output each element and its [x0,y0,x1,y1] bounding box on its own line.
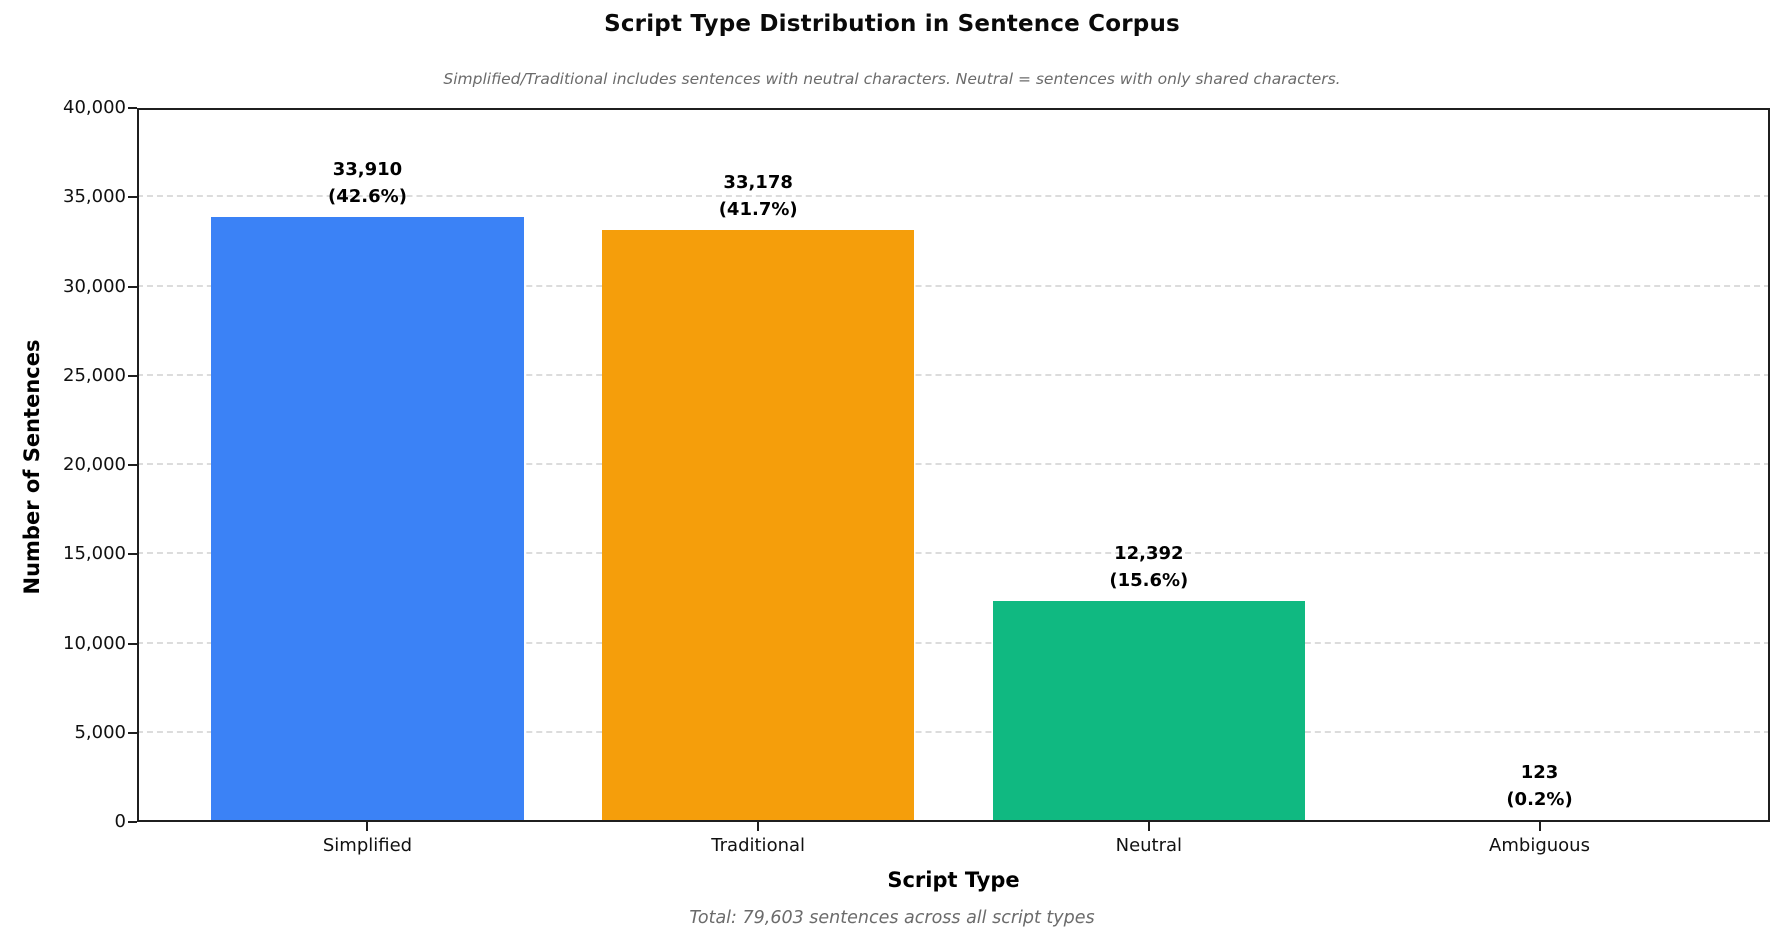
x-tick-mark [366,822,369,831]
gridline-30000 [137,284,1770,287]
chart-subtitle: Simplified/Traditional includes sentence… [443,70,1341,88]
bar-count: 33,910 [332,158,403,180]
y-tick-mark [128,731,137,734]
y-tick-mark [128,196,137,199]
bar-count: 33,178 [723,171,793,193]
y-tick-label: 5,000 [74,721,126,743]
bar-value-label-simplified: 33,910 (42.6%) [328,156,407,210]
y-tick-label: 20,000 [63,454,126,475]
chart-title: Script Type Distribution in Sentence Cor… [604,11,1180,37]
y-tick-label: 35,000 [63,186,126,208]
y-tick-label: 40,000 [63,97,126,118]
x-tick-mark [1147,822,1150,831]
bar-percentage: (15.6%) [1109,569,1189,591]
gridline-5000 [137,730,1770,733]
bar-neutral [992,600,1306,822]
gridline-35000 [137,195,1770,198]
gridline-15000 [137,552,1770,555]
gridline-20000 [137,463,1770,465]
x-tick-mark [757,822,760,831]
x-tick-label-traditional: Traditional [711,835,806,856]
y-tick-label: 0 [114,811,126,832]
y-tick-mark [128,374,137,377]
x-axis-title: Script Type [887,868,1020,892]
plot-area: 33,910 (42.6%) 33,178 (41.7%) 12,392 (15.6%) 1… [137,108,1770,822]
y-tick-label: 15,000 [63,543,126,565]
bar-percentage: (42.6%) [328,185,407,207]
y-tick-mark [128,107,137,109]
y-tick-label: 25,000 [63,364,126,386]
x-tick-label-simplified: Simplified [322,835,413,856]
bar-value-label-traditional: 33,178 (41.7%) [719,169,798,223]
y-tick-label: 30,000 [63,275,126,297]
bar-percentage: (41.7%) [718,198,798,220]
bar-percentage: (0.2%) [1506,788,1573,810]
gridline-25000 [137,373,1770,376]
y-tick-mark [128,821,137,823]
y-tick-mark [128,642,137,645]
y-tick-mark [128,464,137,466]
bar-value-label-neutral: 12,392 (15.6%) [1109,540,1188,594]
bar-traditional [601,229,915,822]
x-tick-label-ambiguous: Ambiguous [1489,835,1590,856]
x-tick-mark [1538,822,1541,831]
y-tick-mark [128,553,137,556]
gridline-10000 [137,641,1770,644]
y-tick-mark [128,285,137,288]
bar-simplified [211,216,524,822]
bar-value-label-ambiguous: 123 (0.2%) [1506,759,1572,813]
x-tick-label-neutral: Neutral [1115,835,1183,856]
bar-count: 123 [1520,761,1559,783]
total-footnote: Total: 79,603 sentences across all scrip… [689,908,1095,928]
y-tick-label: 10,000 [63,632,126,654]
bar-count: 12,392 [1114,542,1184,564]
